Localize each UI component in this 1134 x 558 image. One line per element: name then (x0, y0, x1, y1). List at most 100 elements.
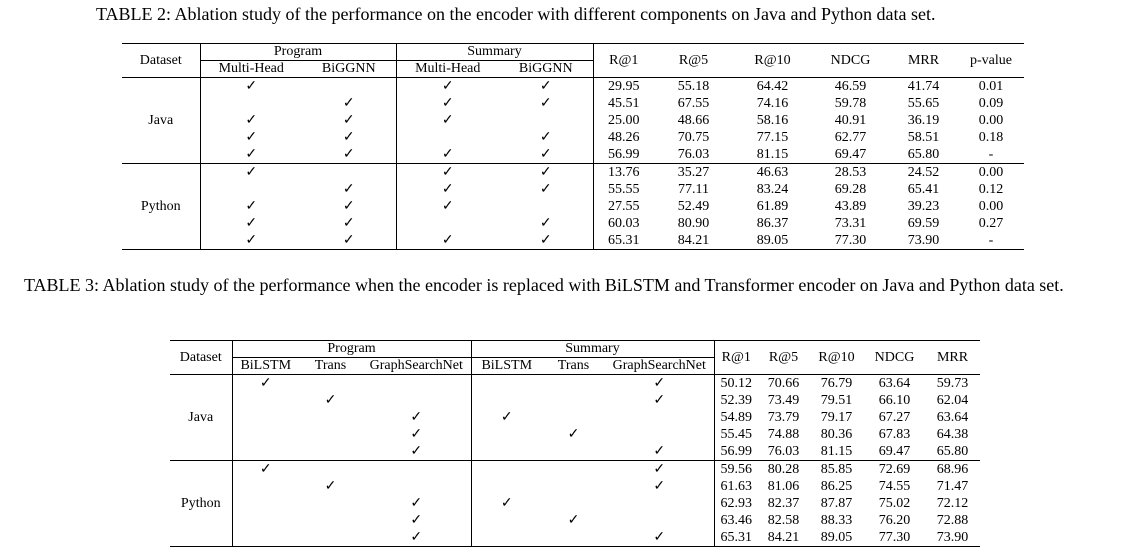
metric-value: 74.88 (767, 426, 800, 442)
metric-value: 55.18 (677, 78, 710, 94)
metric-value: - (988, 146, 994, 162)
subcolumn-header: BiGGNN (499, 60, 594, 78)
metric-value: 65.80 (907, 146, 940, 162)
metric-value: 55.55 (608, 181, 640, 197)
metric-value: 67.83 (878, 426, 911, 442)
check-mark: ✓ (245, 165, 258, 180)
check-mark (471, 529, 542, 547)
check-mark: ✓ (499, 232, 594, 250)
check-mark (299, 461, 362, 479)
check-mark (605, 409, 715, 426)
metric-value: 65.31 (608, 232, 640, 248)
check-mark (232, 443, 299, 461)
metric-value: 77.11 (678, 181, 709, 197)
metric-header: MRR (936, 349, 969, 365)
metric-value: 59.73 (936, 375, 969, 391)
metric-value: 74.55 (878, 478, 911, 494)
check-mark: ✓ (362, 409, 472, 426)
metric-value: 59.78 (834, 95, 867, 111)
dataset-header: Dataset (122, 43, 201, 78)
check-mark (499, 198, 594, 215)
metric-value: 85.85 (820, 461, 853, 477)
table-row: ✓ ✓ ✓ 55.55 77.11 83.24 69.28 65.41 0.12 (122, 181, 1024, 198)
metric-value: 50.12 (720, 375, 753, 391)
metric-value: 71.47 (936, 478, 969, 494)
check-mark (471, 375, 542, 393)
metric-value: 65.80 (936, 443, 969, 459)
check-mark (299, 409, 362, 426)
check-mark: ✓ (302, 112, 397, 129)
metric-header: p-value (970, 52, 1012, 68)
check-mark: ✓ (302, 146, 397, 164)
metric-value: 55.65 (907, 95, 940, 111)
metric-value: 67.27 (878, 409, 911, 425)
metric-value: 69.28 (834, 181, 867, 197)
table3-caption: TABLE 3: Ablation study of the performan… (24, 275, 1064, 295)
check-mark (542, 375, 605, 393)
metric-value: 87.87 (820, 495, 853, 511)
metric-value: 63.64 (878, 375, 911, 391)
check-mark (605, 512, 715, 529)
check-mark (232, 512, 299, 529)
check-mark: ✓ (605, 529, 715, 547)
check-mark (471, 443, 542, 461)
check-mark (362, 392, 472, 409)
metric-value: 82.37 (767, 495, 800, 511)
metric-value: 76.20 (878, 512, 911, 528)
metric-value: 73.49 (767, 392, 800, 408)
table-row: ✓ ✓ 54.89 73.79 79.17 67.27 63.64 (170, 409, 980, 426)
table-row: ✓ ✓ 55.45 74.88 80.36 67.83 64.38 (170, 426, 980, 443)
metric-value: 69.59 (907, 215, 940, 231)
metric-value: 62.04 (936, 392, 969, 408)
check-mark: ✓ (499, 77, 594, 95)
table3: Dataset Program Summary R@1 R@5 R@10 NDC… (170, 340, 980, 547)
check-mark: ✓ (499, 163, 594, 181)
table-row: Java ✓ ✓ ✓ 29.95 55.18 64.42 46.59 41.74 0.01 (122, 77, 1024, 164)
check-mark (232, 495, 299, 512)
metric-value: 29.95 (608, 78, 640, 94)
check-mark: ✓ (324, 393, 337, 408)
metric-value: 76.03 (677, 146, 710, 162)
subcolumn-header: Multi-Head (218, 61, 284, 76)
check-mark: ✓ (245, 130, 258, 145)
table2: Dataset Program Summary R@1 R@5 R@10 NDC… (122, 43, 1024, 250)
table2-body: Java ✓ ✓ ✓ 29.95 55.18 64.42 46.59 41.74 0.01 ✓ ✓ ✓ 4… (122, 77, 1024, 250)
metric-value: 66.10 (878, 392, 911, 408)
check-mark: ✓ (499, 215, 594, 232)
table-row: ✓ ✓ ✓ ✓ 56.99 76.03 81.15 69.47 65.80 - (122, 146, 1024, 164)
table3-body: Java ✓ ✓ 50.12 70.66 76.79 63.64 59.73 ✓ ✓ 52.39 73… (170, 374, 980, 547)
metric-value: 0.09 (978, 95, 1004, 111)
metric-value: 58.51 (907, 129, 940, 145)
metric-value: 89.05 (756, 232, 789, 248)
metric-value: 64.38 (936, 426, 969, 442)
program-header: Program (200, 43, 397, 61)
metric-value: 63.64 (936, 409, 969, 425)
metric-header: NDCG (874, 349, 915, 365)
metric-value: 83.24 (756, 181, 789, 197)
metric-value: 76.03 (767, 443, 800, 459)
metric-value: 25.00 (608, 112, 640, 128)
check-mark: ✓ (441, 165, 454, 180)
check-mark (471, 512, 542, 529)
metric-value: 73.31 (834, 215, 867, 231)
metric-value: 64.42 (756, 78, 789, 94)
check-mark: ✓ (362, 426, 472, 443)
metric-value: 89.05 (820, 529, 853, 545)
check-mark: ✓ (245, 113, 258, 128)
metric-value: 75.02 (878, 495, 911, 511)
check-mark (542, 461, 605, 479)
dataset-name: Java (122, 77, 201, 164)
metric-value: 79.17 (820, 409, 853, 425)
check-mark (499, 112, 594, 129)
metric-value: 65.31 (720, 529, 753, 545)
metric-value: 62.93 (720, 495, 753, 511)
metric-value: 77.15 (756, 129, 789, 145)
table-row: Java ✓ ✓ 50.12 70.66 76.79 63.64 59.73 (170, 374, 980, 461)
metric-value: 69.47 (878, 443, 911, 459)
check-mark (302, 163, 397, 181)
metric-value: 46.59 (834, 78, 867, 94)
metric-value: 54.89 (720, 409, 753, 425)
check-mark (362, 374, 472, 392)
check-mark: ✓ (441, 233, 454, 248)
check-mark (471, 461, 542, 479)
